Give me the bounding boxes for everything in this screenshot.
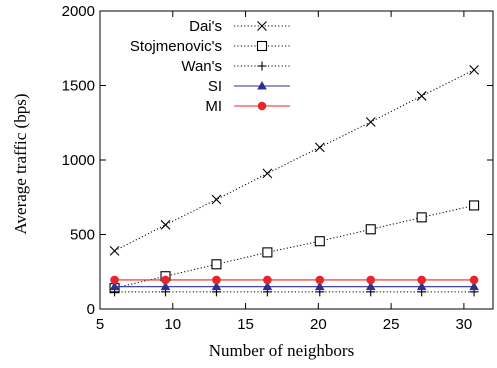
data-point-series-3 (109, 281, 120, 291)
data-point-series-1 (262, 247, 273, 258)
data-point-series-0 (262, 168, 273, 179)
legend-label: Wan's (181, 58, 222, 75)
legend-marker (257, 61, 267, 71)
legend-label: SI (208, 78, 222, 95)
data-point-series-0 (416, 91, 427, 101)
data-point-series-4 (417, 275, 426, 285)
data-point-series-0 (160, 219, 171, 230)
data-point-series-0 (365, 117, 376, 127)
data-point-series-3 (262, 281, 273, 291)
y-axis-title: Average traffic (bps) (11, 94, 30, 235)
data-point-series-0 (469, 64, 479, 75)
data-point-series-4 (212, 275, 221, 285)
legend-marker (256, 40, 268, 52)
y-tick-label: 0 (87, 301, 95, 318)
y-tick-label: 500 (70, 227, 95, 244)
x-tick-label: 10 (164, 316, 181, 333)
data-point-series-3 (160, 281, 171, 291)
y-tick-label: 1500 (62, 78, 95, 95)
y-tick-label: 2000 (62, 3, 95, 20)
legend-label: Dai's (189, 18, 222, 35)
series-line-1 (114, 204, 475, 289)
data-point-series-4 (161, 275, 170, 285)
data-point-series-0 (211, 194, 222, 205)
data-point-series-1 (314, 236, 325, 247)
y-tick-label: 1000 (62, 152, 95, 169)
data-point-series-1 (365, 224, 376, 235)
data-point-series-3 (314, 281, 325, 291)
legend-label: MI (205, 98, 222, 115)
data-point-series-4 (315, 275, 325, 285)
data-point-series-1 (211, 259, 222, 270)
legend-marker (257, 81, 267, 90)
data-point-series-4 (366, 275, 376, 285)
data-point-series-1 (416, 212, 427, 223)
series-line-0 (114, 69, 475, 252)
x-axis-title: Number of neighbors (209, 341, 354, 360)
data-point-series-4 (110, 275, 119, 285)
legend-marker (257, 101, 267, 111)
x-tick-label: 20 (310, 316, 327, 333)
data-point-series-4 (469, 275, 479, 285)
x-tick-label: 30 (456, 316, 473, 333)
x-tick-label: 5 (96, 316, 104, 333)
x-tick-label: 15 (237, 316, 254, 333)
data-point-series-3 (416, 281, 427, 291)
plot-frame (99, 10, 494, 310)
x-tick-label: 25 (383, 316, 400, 333)
data-point-series-3 (469, 281, 479, 291)
data-point-series-3 (211, 281, 222, 291)
data-point-series-1 (469, 200, 480, 211)
data-point-series-0 (109, 246, 120, 256)
legend-label: Stojmenovic's (130, 38, 222, 55)
data-point-series-3 (365, 281, 376, 291)
legend-marker (257, 21, 267, 31)
data-point-series-4 (263, 275, 272, 285)
data-point-series-0 (314, 142, 325, 153)
